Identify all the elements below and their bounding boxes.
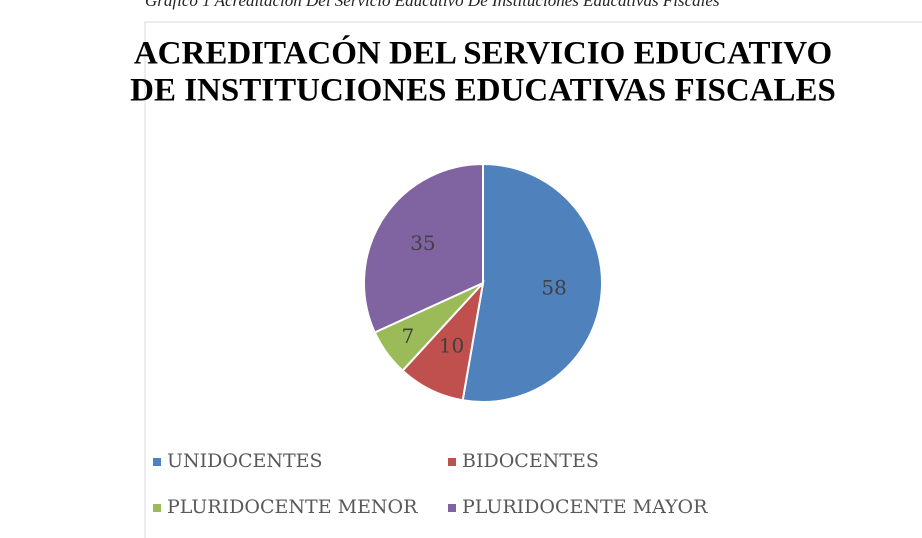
data-label: 10 bbox=[439, 334, 464, 358]
legend-label: PLURIDOCENTE MENOR bbox=[167, 496, 418, 518]
chart-title: DE INSTITUCIONES EDUCATIVAS FISCALES bbox=[130, 73, 836, 109]
data-label: 7 bbox=[402, 324, 415, 348]
data-label: 35 bbox=[410, 231, 435, 255]
caption: Gráfico 1 Acreditación Del Servicio Educ… bbox=[145, 0, 720, 10]
legend-label: PLURIDOCENTE MAYOR bbox=[462, 496, 708, 518]
data-label: 58 bbox=[541, 276, 566, 300]
legend-swatch bbox=[153, 458, 161, 466]
legend-label: UNIDOCENTES bbox=[167, 450, 323, 472]
legend-swatch bbox=[153, 504, 161, 512]
legend-swatch bbox=[448, 458, 456, 466]
chart-title: ACREDITACÓN DEL SERVICIO EDUCATIVO bbox=[134, 34, 832, 72]
legend-label: BIDOCENTES bbox=[462, 450, 599, 472]
pie-slice bbox=[461, 162, 603, 403]
legend-swatch bbox=[448, 504, 456, 512]
pie-slice bbox=[363, 162, 484, 334]
